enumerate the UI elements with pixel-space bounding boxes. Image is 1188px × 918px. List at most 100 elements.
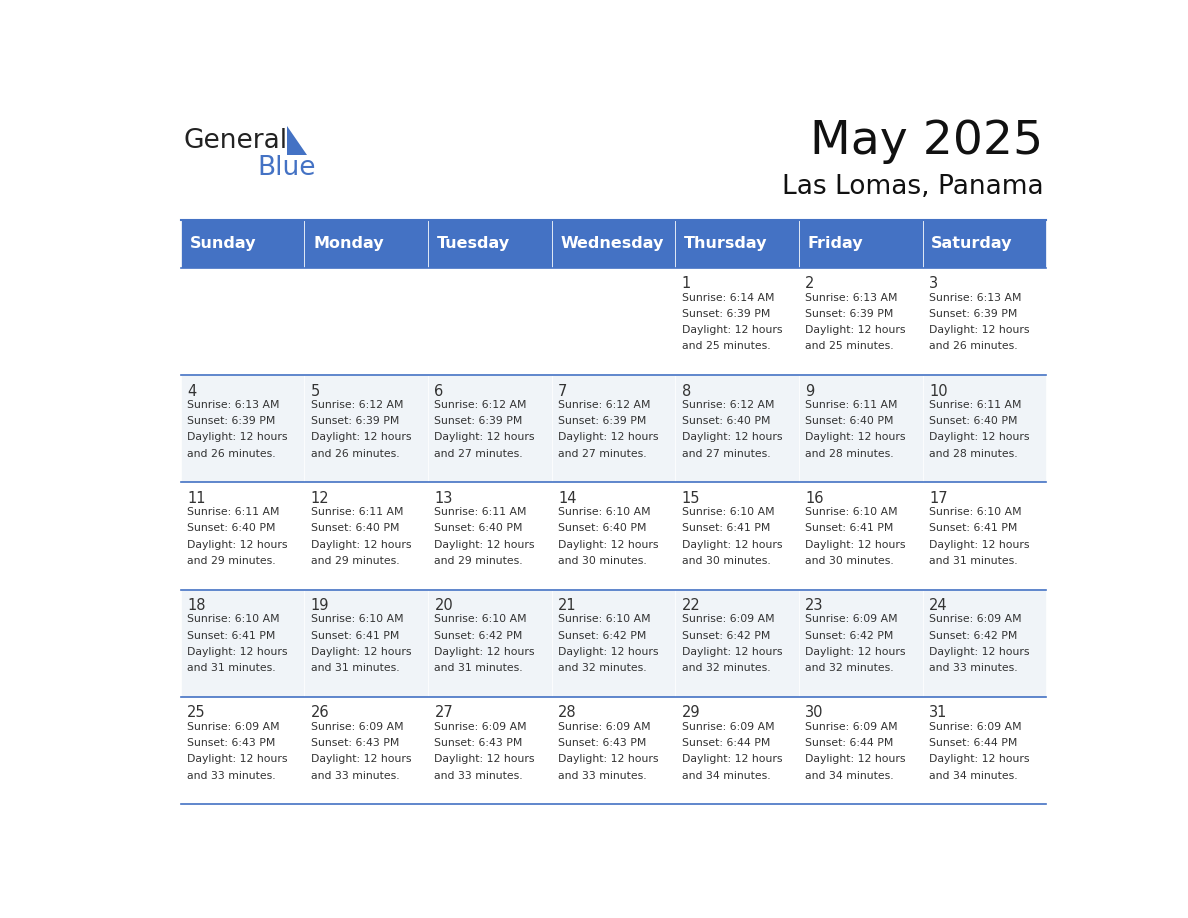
Text: 22: 22 xyxy=(682,599,701,613)
Text: Sunrise: 6:12 AM: Sunrise: 6:12 AM xyxy=(311,400,403,409)
Text: Daylight: 12 hours: Daylight: 12 hours xyxy=(805,325,906,335)
Text: Sunset: 6:43 PM: Sunset: 6:43 PM xyxy=(188,738,276,748)
Bar xyxy=(923,268,1047,375)
Text: Daylight: 12 hours: Daylight: 12 hours xyxy=(682,755,782,765)
Text: Sunset: 6:40 PM: Sunset: 6:40 PM xyxy=(682,416,770,426)
Text: Daylight: 12 hours: Daylight: 12 hours xyxy=(929,647,1030,657)
Text: Daylight: 12 hours: Daylight: 12 hours xyxy=(188,432,287,442)
Text: Sunrise: 6:14 AM: Sunrise: 6:14 AM xyxy=(682,293,775,303)
Text: Sunrise: 6:10 AM: Sunrise: 6:10 AM xyxy=(435,614,527,624)
Text: Daylight: 12 hours: Daylight: 12 hours xyxy=(435,540,535,550)
Text: 14: 14 xyxy=(558,491,576,506)
Text: Sunset: 6:40 PM: Sunset: 6:40 PM xyxy=(311,523,399,533)
Text: and 25 minutes.: and 25 minutes. xyxy=(805,341,895,352)
Text: Daylight: 12 hours: Daylight: 12 hours xyxy=(929,755,1030,765)
Text: and 27 minutes.: and 27 minutes. xyxy=(558,449,646,459)
Text: and 29 minutes.: and 29 minutes. xyxy=(188,556,276,565)
Text: and 30 minutes.: and 30 minutes. xyxy=(682,556,771,565)
Text: Sunrise: 6:09 AM: Sunrise: 6:09 AM xyxy=(558,722,651,732)
Text: 18: 18 xyxy=(188,599,206,613)
Text: Sunset: 6:42 PM: Sunset: 6:42 PM xyxy=(435,631,523,641)
Text: Daylight: 12 hours: Daylight: 12 hours xyxy=(682,432,782,442)
Text: and 34 minutes.: and 34 minutes. xyxy=(682,770,770,780)
Text: Sunset: 6:41 PM: Sunset: 6:41 PM xyxy=(682,523,770,533)
Bar xyxy=(923,697,1047,804)
Bar xyxy=(675,697,798,804)
Bar xyxy=(675,375,798,482)
Text: 20: 20 xyxy=(435,599,453,613)
Text: and 33 minutes.: and 33 minutes. xyxy=(435,770,523,780)
Text: 10: 10 xyxy=(929,384,948,398)
Text: 30: 30 xyxy=(805,705,823,721)
Text: Daylight: 12 hours: Daylight: 12 hours xyxy=(311,540,411,550)
Bar xyxy=(551,482,675,589)
Text: Sunrise: 6:10 AM: Sunrise: 6:10 AM xyxy=(805,507,898,517)
Polygon shape xyxy=(286,126,307,155)
Text: Sunrise: 6:13 AM: Sunrise: 6:13 AM xyxy=(188,400,279,409)
Text: Sunset: 6:43 PM: Sunset: 6:43 PM xyxy=(311,738,399,748)
Text: Sunset: 6:44 PM: Sunset: 6:44 PM xyxy=(805,738,893,748)
Bar xyxy=(798,697,923,804)
Text: and 33 minutes.: and 33 minutes. xyxy=(929,663,1018,673)
Text: 17: 17 xyxy=(929,491,948,506)
Text: Sunset: 6:42 PM: Sunset: 6:42 PM xyxy=(682,631,770,641)
Text: and 34 minutes.: and 34 minutes. xyxy=(929,770,1018,780)
Text: Daylight: 12 hours: Daylight: 12 hours xyxy=(188,755,287,765)
Text: Sunrise: 6:11 AM: Sunrise: 6:11 AM xyxy=(435,507,527,517)
Text: and 30 minutes.: and 30 minutes. xyxy=(558,556,646,565)
Text: 28: 28 xyxy=(558,705,576,721)
Text: and 29 minutes.: and 29 minutes. xyxy=(435,556,523,565)
Text: Sunrise: 6:13 AM: Sunrise: 6:13 AM xyxy=(805,293,898,303)
Bar xyxy=(181,482,304,589)
Text: Sunset: 6:42 PM: Sunset: 6:42 PM xyxy=(805,631,893,641)
Text: Sunset: 6:43 PM: Sunset: 6:43 PM xyxy=(435,738,523,748)
Text: Sunset: 6:41 PM: Sunset: 6:41 PM xyxy=(188,631,276,641)
Bar xyxy=(798,219,923,268)
Text: Sunset: 6:39 PM: Sunset: 6:39 PM xyxy=(188,416,276,426)
Text: May 2025: May 2025 xyxy=(810,119,1043,164)
Bar xyxy=(428,482,551,589)
Text: and 32 minutes.: and 32 minutes. xyxy=(805,663,895,673)
Text: and 28 minutes.: and 28 minutes. xyxy=(805,449,895,459)
Text: Sunset: 6:39 PM: Sunset: 6:39 PM xyxy=(682,308,770,319)
Text: Sunrise: 6:09 AM: Sunrise: 6:09 AM xyxy=(311,722,404,732)
Bar xyxy=(181,589,304,697)
Text: Sunset: 6:40 PM: Sunset: 6:40 PM xyxy=(929,416,1017,426)
Bar xyxy=(181,697,304,804)
Text: Sunrise: 6:09 AM: Sunrise: 6:09 AM xyxy=(805,614,898,624)
Bar xyxy=(428,697,551,804)
Bar xyxy=(923,482,1047,589)
Bar xyxy=(675,219,798,268)
Text: Sunset: 6:39 PM: Sunset: 6:39 PM xyxy=(558,416,646,426)
Text: Sunset: 6:41 PM: Sunset: 6:41 PM xyxy=(311,631,399,641)
Text: Sunset: 6:44 PM: Sunset: 6:44 PM xyxy=(682,738,770,748)
Text: Sunset: 6:39 PM: Sunset: 6:39 PM xyxy=(435,416,523,426)
Text: and 33 minutes.: and 33 minutes. xyxy=(311,770,399,780)
Bar xyxy=(923,219,1047,268)
Text: Sunset: 6:41 PM: Sunset: 6:41 PM xyxy=(805,523,893,533)
Text: Sunrise: 6:10 AM: Sunrise: 6:10 AM xyxy=(929,507,1022,517)
Text: Sunrise: 6:10 AM: Sunrise: 6:10 AM xyxy=(682,507,775,517)
Bar xyxy=(551,268,675,375)
Text: Sunrise: 6:11 AM: Sunrise: 6:11 AM xyxy=(188,507,279,517)
Text: Daylight: 12 hours: Daylight: 12 hours xyxy=(682,647,782,657)
Text: 12: 12 xyxy=(311,491,329,506)
Text: Daylight: 12 hours: Daylight: 12 hours xyxy=(188,540,287,550)
Text: Sunrise: 6:11 AM: Sunrise: 6:11 AM xyxy=(311,507,403,517)
Text: Sunset: 6:39 PM: Sunset: 6:39 PM xyxy=(311,416,399,426)
Text: 5: 5 xyxy=(311,384,320,398)
Text: Sunrise: 6:11 AM: Sunrise: 6:11 AM xyxy=(929,400,1022,409)
Text: Daylight: 12 hours: Daylight: 12 hours xyxy=(805,755,906,765)
Text: Saturday: Saturday xyxy=(931,236,1012,252)
Text: and 25 minutes.: and 25 minutes. xyxy=(682,341,770,352)
Text: Sunset: 6:41 PM: Sunset: 6:41 PM xyxy=(929,523,1017,533)
Text: 13: 13 xyxy=(435,491,453,506)
Text: Daylight: 12 hours: Daylight: 12 hours xyxy=(929,325,1030,335)
Text: Sunrise: 6:09 AM: Sunrise: 6:09 AM xyxy=(929,722,1022,732)
Text: and 27 minutes.: and 27 minutes. xyxy=(435,449,523,459)
Bar xyxy=(428,219,551,268)
Text: 27: 27 xyxy=(435,705,453,721)
Text: and 26 minutes.: and 26 minutes. xyxy=(188,449,276,459)
Text: 21: 21 xyxy=(558,599,576,613)
Bar xyxy=(798,482,923,589)
